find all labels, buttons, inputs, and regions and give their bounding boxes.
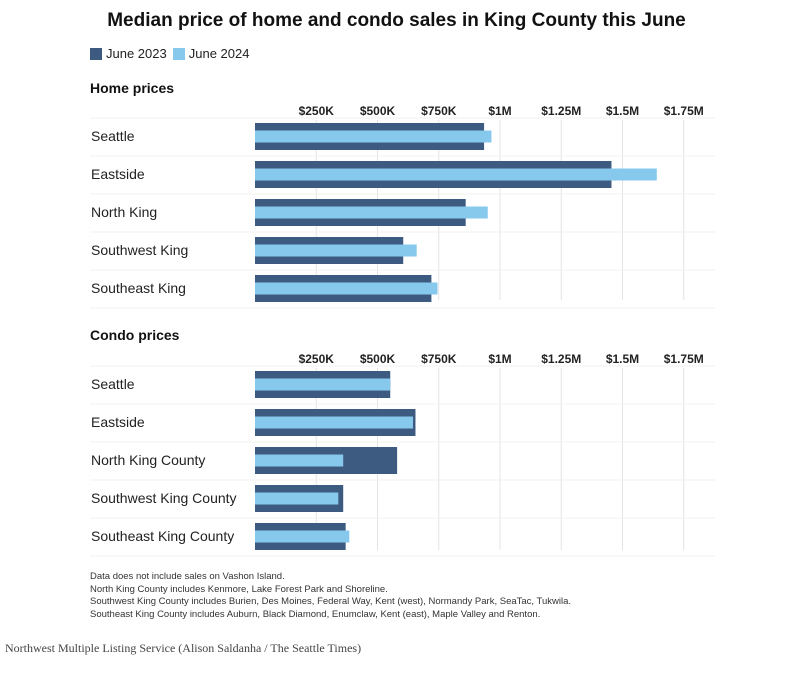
x-tick-label: $750K	[421, 352, 457, 366]
home-prices-title: Home prices	[90, 80, 175, 96]
x-tick-label: $1M	[488, 104, 511, 118]
category-label: Eastside	[91, 414, 145, 430]
x-tick-label: $1M	[488, 352, 511, 366]
category-label: Eastside	[91, 166, 145, 182]
condo-prices-title: Condo prices	[90, 327, 180, 343]
source-credit: Northwest Multiple Listing Service (Alis…	[5, 641, 362, 655]
bar-june-2024	[255, 168, 657, 181]
x-tick-label: $1.75M	[664, 104, 704, 118]
x-tick-label: $1.5M	[606, 352, 639, 366]
footnote: North King County includes Kenmore, Lake…	[90, 583, 388, 595]
x-tick-label: $500K	[360, 352, 396, 366]
x-tick-label: $1.75M	[664, 352, 704, 366]
x-tick-label: $250K	[299, 352, 335, 366]
x-tick-label: $1.25M	[541, 352, 581, 366]
x-tick-label: $1.25M	[541, 104, 581, 118]
legend-label-june-2023: June 2023	[106, 46, 167, 61]
legend-item-june-2024: June 2024	[172, 46, 250, 61]
x-tick-label: $1.5M	[606, 104, 639, 118]
x-tick-label: $750K	[421, 104, 457, 118]
bar-june-2024	[255, 244, 417, 257]
category-label: Seattle	[91, 376, 135, 392]
footnote: Data does not include sales on Vashon Is…	[90, 571, 285, 582]
legend-swatch-june-2023	[90, 47, 102, 60]
bar-june-2024	[255, 378, 391, 391]
category-label: Southeast King County	[91, 528, 234, 544]
footnote: Southeast King County includes Auburn, B…	[90, 608, 541, 620]
bar-june-2024	[255, 282, 438, 295]
category-label: Southeast King	[91, 280, 186, 296]
category-label: Southwest King County	[91, 490, 237, 506]
footnote: Southwest King County includes Burien, D…	[90, 596, 572, 607]
category-label: Seattle	[91, 128, 135, 144]
bar-june-2024	[255, 130, 492, 143]
x-tick-label: $250K	[299, 104, 335, 118]
category-label: Southwest King	[91, 242, 188, 258]
bar-june-2024	[255, 416, 414, 429]
category-label: North King	[91, 204, 157, 220]
footnotes: Data does not include sales on Vashon Is…	[90, 571, 571, 621]
legend-item-june-2023: June 2023	[90, 46, 167, 61]
legend-swatch-june-2024	[172, 47, 185, 60]
legend: June 2023 June 2024	[90, 46, 255, 61]
category-label: North King County	[91, 452, 205, 468]
bar-june-2024	[255, 530, 350, 543]
bar-june-2024	[255, 206, 488, 219]
x-tick-label: $500K	[360, 104, 396, 118]
legend-label-june-2024: June 2024	[188, 46, 250, 61]
chart-title: Median price of home and condo sales in …	[107, 10, 686, 31]
bar-june-2024	[255, 492, 339, 505]
bar-june-2024	[255, 454, 344, 467]
